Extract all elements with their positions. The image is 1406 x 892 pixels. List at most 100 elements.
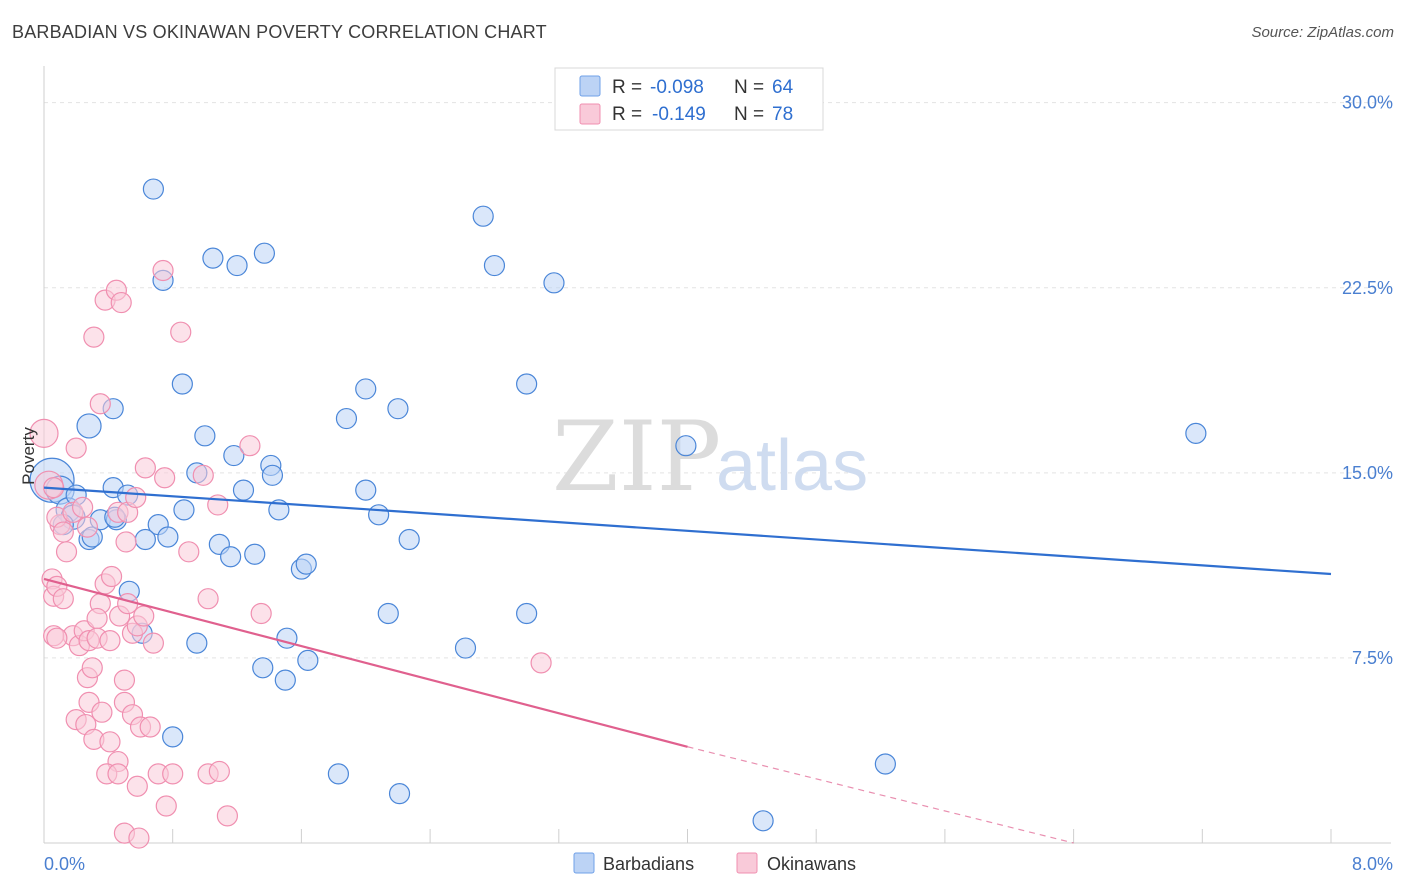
point-barbadians-25 bbox=[261, 464, 284, 486]
point-okinawans-53 bbox=[91, 701, 113, 723]
point-barbadians-45 bbox=[335, 407, 358, 430]
legend-n-label-1: N = bbox=[734, 77, 764, 98]
point-okinawans-41 bbox=[152, 259, 174, 282]
point-barbadians-19 bbox=[194, 425, 216, 447]
point-barbadians-56 bbox=[454, 637, 477, 659]
trend-line-extension-okinawans bbox=[687, 746, 1074, 844]
point-okinawans-8 bbox=[65, 437, 87, 459]
chart-title: BARBADIAN VS OKINAWAN POVERTY CORRELATIO… bbox=[12, 22, 547, 42]
point-okinawans-61 bbox=[162, 763, 184, 785]
y-tick-label-1: 15.0% bbox=[1342, 463, 1393, 483]
point-okinawans-5 bbox=[52, 521, 74, 543]
point-okinawans-76 bbox=[113, 669, 136, 691]
point-okinawans-19 bbox=[125, 486, 147, 509]
point-okinawans-68 bbox=[216, 805, 238, 827]
bottom-legend-swatch-okinawans bbox=[736, 852, 758, 874]
point-barbadians-36 bbox=[232, 479, 255, 501]
point-okinawans-59 bbox=[139, 716, 161, 738]
bottom-legend-label-okinawans: Okinawans bbox=[767, 854, 856, 874]
point-okinawans-18 bbox=[115, 531, 137, 553]
point-okinawans-42 bbox=[170, 321, 192, 343]
legend-n-value-2: 78 bbox=[772, 104, 793, 125]
legend-n-value-1: 64 bbox=[772, 77, 794, 98]
point-barbadians-46 bbox=[355, 378, 377, 400]
point-okinawans-37 bbox=[133, 605, 155, 627]
point-barbadians-22 bbox=[226, 254, 248, 277]
point-barbadians-23 bbox=[253, 242, 275, 264]
gridlines bbox=[44, 102, 1391, 659]
y-axis-label: Poverty bbox=[19, 427, 38, 485]
point-barbadians-32 bbox=[186, 632, 208, 654]
point-barbadians-47 bbox=[355, 479, 377, 501]
point-barbadians-63 bbox=[1185, 422, 1207, 444]
legend-r-value-2: -0.149 bbox=[652, 104, 706, 125]
legend-r-label-2: R = bbox=[612, 104, 642, 125]
point-okinawans-0 bbox=[29, 418, 59, 448]
y-tick-label-0: 7.5% bbox=[1352, 648, 1393, 668]
point-barbadians-50 bbox=[398, 528, 420, 551]
point-barbadians-52 bbox=[472, 205, 494, 227]
point-okinawans-11 bbox=[83, 326, 105, 348]
bottom-legend: Barbadians Okinawans bbox=[573, 852, 856, 874]
bottom-legend-label-barbadians: Barbadians bbox=[603, 854, 694, 874]
legend: R = -0.098 N = 64 R = -0.149 N = 78 bbox=[554, 67, 824, 131]
point-okinawans-28 bbox=[81, 657, 103, 679]
point-okinawans-75 bbox=[99, 630, 121, 652]
point-okinawans-43 bbox=[178, 541, 200, 563]
x-tick-label-1: 8.0% bbox=[1352, 854, 1393, 874]
point-barbadians-34 bbox=[220, 546, 242, 568]
point-barbadians-49 bbox=[387, 398, 409, 420]
y-tick-label-3: 30.0% bbox=[1342, 93, 1393, 113]
scatter-points bbox=[29, 178, 1207, 849]
point-barbadians-44 bbox=[162, 726, 184, 748]
point-okinawans-64 bbox=[126, 775, 148, 797]
point-barbadians-20 bbox=[202, 247, 224, 269]
point-okinawans-10 bbox=[76, 516, 99, 538]
y-tick-labels: 7.5% 15.0% 22.5% 30.0% bbox=[1342, 93, 1393, 668]
point-barbadians-28 bbox=[157, 526, 179, 548]
point-barbadians-21 bbox=[223, 444, 245, 467]
point-okinawans-47 bbox=[239, 435, 261, 457]
point-okinawans-67 bbox=[208, 760, 230, 783]
point-barbadians-15 bbox=[142, 178, 164, 200]
y-tick-label-2: 22.5% bbox=[1342, 278, 1393, 298]
axes bbox=[43, 66, 1391, 844]
point-barbadians-35 bbox=[244, 543, 266, 565]
point-barbadians-55 bbox=[543, 272, 565, 294]
point-okinawans-15 bbox=[110, 291, 132, 314]
bottom-legend-swatch-barbadians bbox=[573, 852, 595, 874]
point-okinawans-63 bbox=[107, 763, 129, 785]
legend-swatch-okinawans bbox=[579, 103, 601, 125]
point-okinawans-6 bbox=[55, 541, 78, 563]
point-barbadians-41 bbox=[297, 649, 319, 671]
point-okinawans-72 bbox=[46, 627, 68, 649]
point-barbadians-40 bbox=[295, 553, 317, 575]
point-okinawans-39 bbox=[134, 457, 156, 479]
point-okinawans-48 bbox=[250, 602, 272, 625]
point-okinawans-45 bbox=[197, 588, 219, 610]
point-barbadians-59 bbox=[327, 763, 350, 785]
point-okinawans-77 bbox=[530, 652, 552, 674]
point-barbadians-17 bbox=[171, 373, 193, 395]
point-okinawans-30 bbox=[86, 607, 108, 630]
point-barbadians-57 bbox=[516, 602, 538, 625]
point-barbadians-61 bbox=[874, 753, 896, 775]
x-tick-label-0: 0.0% bbox=[44, 854, 85, 874]
watermark-zip: ZIP bbox=[552, 401, 721, 513]
point-okinawans-9 bbox=[72, 496, 94, 518]
point-barbadians-42 bbox=[252, 657, 274, 679]
legend-swatch-barbadians bbox=[579, 75, 601, 97]
point-barbadians-51 bbox=[377, 602, 399, 625]
point-barbadians-48 bbox=[368, 504, 390, 526]
point-barbadians-53 bbox=[483, 254, 506, 277]
point-barbadians-43 bbox=[274, 669, 296, 691]
legend-n-label-2: N = bbox=[734, 104, 764, 125]
point-barbadians-37 bbox=[268, 499, 290, 521]
watermark-atlas: atlas bbox=[716, 426, 868, 506]
point-okinawans-38 bbox=[142, 632, 164, 654]
trend-line-barbadians bbox=[43, 486, 1332, 576]
point-barbadians-62 bbox=[752, 810, 774, 832]
point-barbadians-13 bbox=[76, 413, 102, 439]
x-tick-labels: 0.0% 8.0% bbox=[44, 854, 1393, 874]
point-barbadians-29 bbox=[134, 528, 156, 551]
